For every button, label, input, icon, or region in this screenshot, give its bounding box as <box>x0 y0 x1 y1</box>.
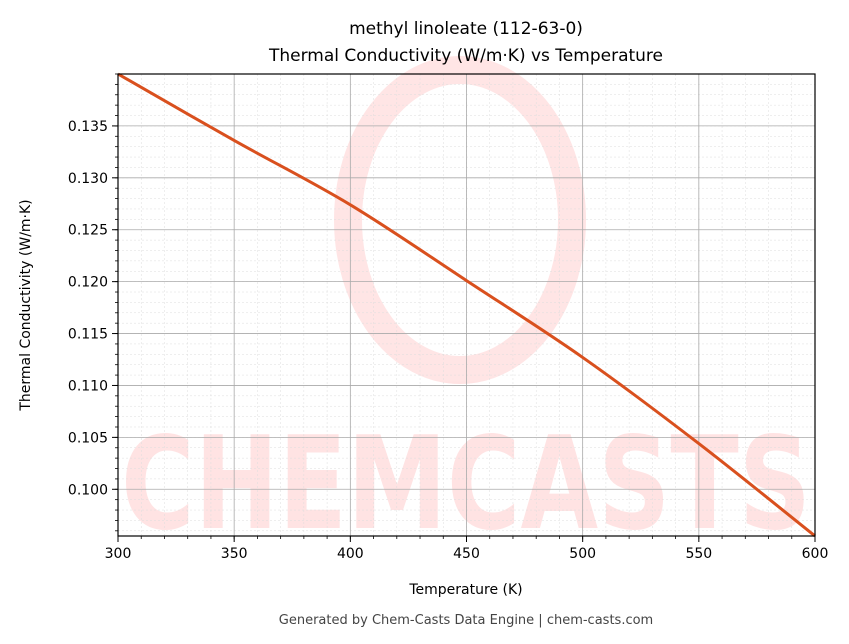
chart-title: methyl linoleate (112-63-0) <box>349 19 583 39</box>
x-tick-label: 350 <box>221 546 248 562</box>
x-tick-label: 550 <box>685 546 712 562</box>
svg-text:CHEMCASTS: CHEMCASTS <box>121 410 811 559</box>
footer-credit: Generated by Chem-Casts Data Engine | ch… <box>279 613 653 628</box>
chart-subtitle: Thermal Conductivity (W/m·K) vs Temperat… <box>268 46 663 66</box>
y-axis-label: Thermal Conductivity (W/m·K) <box>18 199 34 411</box>
y-tick-label: 0.130 <box>68 171 108 187</box>
x-tick-label: 500 <box>569 546 596 562</box>
x-tick-label: 600 <box>802 546 829 562</box>
x-tick-label: 300 <box>105 546 132 562</box>
watermark-logo: CHEMCASTS <box>121 56 811 559</box>
x-axis-label: Temperature (K) <box>408 582 522 598</box>
y-tick-label: 0.105 <box>68 430 108 446</box>
y-tick-label: 0.110 <box>68 378 108 394</box>
y-tick-label: 0.115 <box>68 327 108 343</box>
y-tick-label: 0.135 <box>68 119 108 135</box>
x-tick-label: 450 <box>453 546 480 562</box>
y-tick-label: 0.125 <box>68 223 108 239</box>
x-tick-label: 400 <box>337 546 364 562</box>
y-tick-label: 0.100 <box>68 482 108 498</box>
y-tick-label: 0.120 <box>68 275 108 291</box>
series-line <box>117 72 816 538</box>
